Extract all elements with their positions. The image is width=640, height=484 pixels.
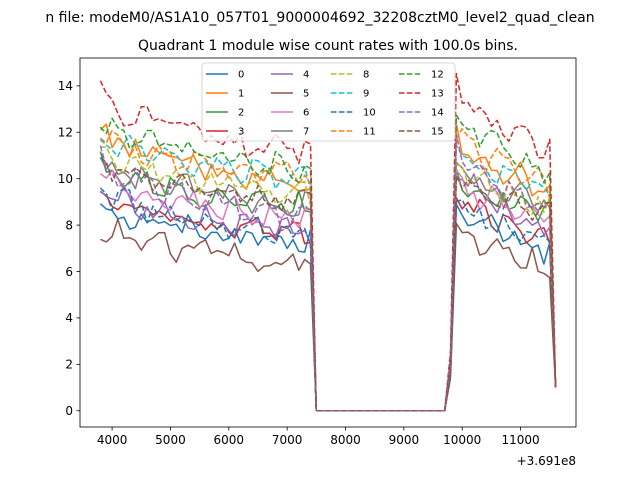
series-line-15 [99,157,557,412]
legend-label-4: 4 [303,70,309,81]
y-tick-label: 8 [65,218,73,232]
series-line-10 [99,187,557,412]
series-line-11 [99,128,557,412]
x-tick-label: 9000 [389,433,420,447]
y-tick-label: 10 [58,172,73,186]
legend-label-1: 1 [238,89,244,100]
y-tick-label: 12 [58,126,73,140]
legend-label-12: 12 [431,70,444,81]
legend-label-11: 11 [363,127,376,138]
x-tick-label: 6000 [214,433,245,447]
x-tick-label: 7000 [272,433,303,447]
legend-label-2: 2 [238,108,244,119]
legend-label-8: 8 [363,70,369,81]
plot-area: 4000 5000 6000 7000 8000 9000 10000 11000 0 2 4 6 8 1… [58,57,577,447]
x-tick-label: 8000 [330,433,361,447]
legend-label-3: 3 [238,127,244,138]
y-tick-label: 0 [65,404,73,418]
x-tick-label: 11000 [501,433,539,447]
series-line-1 [99,123,557,412]
series-line-5 [100,218,557,412]
legend-label-15: 15 [431,127,444,138]
y-tick-label: 14 [58,79,73,93]
legend-label-5: 5 [303,89,309,100]
y-tick-label: 6 [65,265,73,279]
legend-label-14: 14 [431,108,444,119]
legend-label-13: 13 [431,89,444,100]
x-tick-label: 10000 [443,433,481,447]
series-line-6 [99,169,557,412]
axes-frame [79,57,577,428]
legend-box [201,62,456,142]
x-tick-label: 4000 [97,433,128,447]
x-offset-label: +3.691e8 [517,454,576,468]
legend-label-10: 10 [363,108,376,119]
legend-label-0: 0 [238,70,244,81]
x-tick-label: 5000 [155,433,186,447]
legend-label-9: 9 [363,89,369,100]
y-tick-label: 2 [65,358,73,372]
chart-title: Quadrant 1 module wise count rates with … [138,38,518,54]
figure-suptitle: n file: modeM0/AS1A10_057T01_9000004692_… [45,10,594,26]
series-line-0 [99,203,557,412]
legend-label-7: 7 [303,127,309,138]
series-line-12 [99,114,557,412]
legend-label-6: 6 [303,108,309,119]
y-tick-label: 4 [65,311,73,325]
